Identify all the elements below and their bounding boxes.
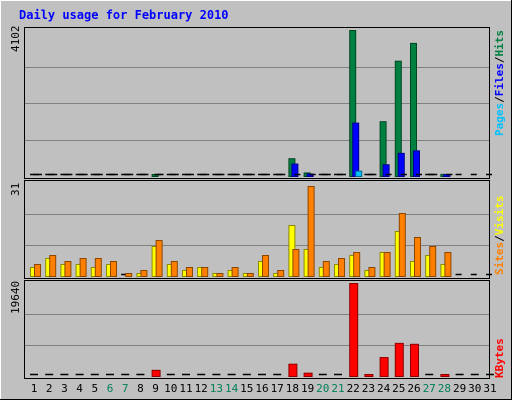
legend-visits: Visits bbox=[493, 196, 506, 236]
bar-kbytes-day-28 bbox=[440, 374, 450, 377]
bar-sites-day-17 bbox=[277, 270, 285, 277]
bar-sites-day-6 bbox=[110, 261, 117, 277]
x-tick-label-day-1: 1 bbox=[31, 382, 38, 395]
bar-sites-day-14 bbox=[231, 267, 239, 277]
x-tick-label-day-5: 5 bbox=[91, 382, 98, 395]
x-tick-label-day-4: 4 bbox=[76, 382, 83, 395]
x-tick-label-day-21: 21 bbox=[331, 382, 344, 395]
bar-files-day-24 bbox=[382, 164, 390, 178]
x-tick-label-day-10: 10 bbox=[164, 382, 177, 395]
bar-files-day-18 bbox=[291, 163, 299, 178]
legend-kbytes: KBytes bbox=[493, 338, 506, 378]
panel-2-ymax-label: 31 bbox=[9, 183, 22, 196]
panel-1-legend: Pages/Files/Hits bbox=[493, 30, 506, 136]
bar-sites-day-11 bbox=[186, 267, 193, 277]
x-tick-label-day-18: 18 bbox=[286, 382, 299, 395]
x-tick-label-day-20: 20 bbox=[316, 382, 329, 395]
x-tick-label-day-9: 9 bbox=[152, 382, 159, 395]
bar-sites-day-26 bbox=[414, 237, 421, 277]
legend-sep-2: / bbox=[493, 56, 506, 63]
x-tick-label-day-22: 22 bbox=[347, 382, 360, 395]
bar-sites-day-8 bbox=[140, 270, 148, 277]
bar-sites-day-4 bbox=[79, 258, 87, 277]
bar-sites-day-28 bbox=[444, 252, 452, 277]
legend-sites: Sites bbox=[493, 242, 506, 275]
x-tick-label-day-17: 17 bbox=[271, 382, 284, 395]
legend-hits: Hits bbox=[493, 30, 506, 57]
x-tick-label-day-28: 28 bbox=[438, 382, 451, 395]
bar-sites-day-16 bbox=[262, 255, 269, 277]
x-tick-label-day-27: 27 bbox=[423, 382, 436, 395]
x-tick-label-day-7: 7 bbox=[122, 382, 129, 395]
x-tick-label-day-29: 29 bbox=[453, 382, 466, 395]
bar-sites-day-19 bbox=[307, 186, 315, 277]
legend-files: Files bbox=[493, 63, 506, 96]
bar-sites-day-7 bbox=[125, 273, 133, 277]
bar-sites-day-1 bbox=[34, 264, 41, 277]
x-tick-label-day-16: 16 bbox=[255, 382, 268, 395]
x-tick-label-day-23: 23 bbox=[362, 382, 375, 395]
x-tick-label-day-3: 3 bbox=[61, 382, 68, 395]
x-tick-label-day-30: 30 bbox=[468, 382, 481, 395]
panel-2-legend: Sites/Visits bbox=[493, 196, 506, 276]
panel-3-ymax-label: 19640 bbox=[9, 281, 22, 314]
bar-sites-day-12 bbox=[201, 267, 209, 277]
bar-sites-day-23 bbox=[368, 267, 376, 277]
bar-sites-day-5 bbox=[94, 258, 102, 277]
bar-kbytes-day-24 bbox=[379, 357, 389, 377]
bar-kbytes-day-9 bbox=[151, 369, 161, 378]
bar-kbytes-day-26 bbox=[410, 343, 419, 378]
x-tick-label-day-31: 31 bbox=[483, 382, 496, 395]
x-axis-labels: 1 2 3 4 5 6 7 8 9 10 11 12 13 14 15 16 17 18 19 20 21 22 23 24 2… bbox=[31, 382, 497, 395]
x-tick-label-day-25: 25 bbox=[392, 382, 405, 395]
x-tick-label-day-2: 2 bbox=[46, 382, 53, 395]
bar-files-day-25 bbox=[397, 152, 405, 177]
bar-sites-day-9 bbox=[155, 240, 163, 277]
bar-sites-day-25 bbox=[398, 213, 406, 277]
bar-sites-day-10 bbox=[170, 261, 178, 277]
x-tick-label-day-6: 6 bbox=[107, 382, 114, 395]
panel-3-legend: KBytes bbox=[493, 338, 506, 378]
x-tick-label-day-14: 14 bbox=[225, 382, 239, 395]
bar-sites-day-2 bbox=[49, 255, 57, 277]
x-tick-label-day-19: 19 bbox=[301, 382, 314, 395]
legend-pages: Pages bbox=[493, 103, 506, 136]
bar-pages-day-22 bbox=[355, 170, 363, 178]
x-tick-label-day-11: 11 bbox=[179, 382, 192, 395]
bar-kbytes-day-19 bbox=[303, 372, 313, 377]
bar-sites-day-3 bbox=[64, 261, 72, 277]
bar-sites-day-18 bbox=[292, 249, 300, 277]
x-tick-label-day-24: 24 bbox=[377, 382, 391, 395]
bars-layer bbox=[30, 30, 494, 378]
panel-1-ymax-label: 4102 bbox=[9, 26, 22, 53]
bar-sites-day-20 bbox=[322, 261, 330, 277]
panel-3-frame bbox=[24, 280, 490, 379]
bar-files-day-22 bbox=[352, 122, 360, 178]
bar-files-day-26 bbox=[413, 150, 420, 177]
bar-kbytes-day-23 bbox=[364, 374, 374, 377]
bar-kbytes-day-22 bbox=[349, 283, 359, 377]
bar-sites-day-27 bbox=[429, 246, 437, 277]
x-tick-label-day-26: 26 bbox=[407, 382, 420, 395]
bar-kbytes-day-18 bbox=[288, 363, 298, 377]
legend-sep-3: / bbox=[493, 235, 506, 242]
bar-sites-day-22 bbox=[353, 252, 361, 277]
x-tick-label-day-15: 15 bbox=[240, 382, 253, 395]
bar-kbytes-day-25 bbox=[394, 342, 404, 378]
chart-title: Daily usage for February 2010 bbox=[19, 8, 229, 22]
legend-sep-1: / bbox=[493, 96, 506, 103]
panel-kbytes bbox=[24, 280, 490, 379]
x-tick-label-day-13: 13 bbox=[210, 382, 223, 395]
bar-sites-day-13 bbox=[216, 273, 224, 277]
bar-sites-day-21 bbox=[338, 258, 345, 277]
x-tick-label-day-12: 12 bbox=[195, 382, 208, 395]
bar-sites-day-24 bbox=[383, 252, 391, 277]
x-tick-label-day-8: 8 bbox=[137, 382, 144, 395]
bar-sites-day-15 bbox=[246, 273, 254, 277]
